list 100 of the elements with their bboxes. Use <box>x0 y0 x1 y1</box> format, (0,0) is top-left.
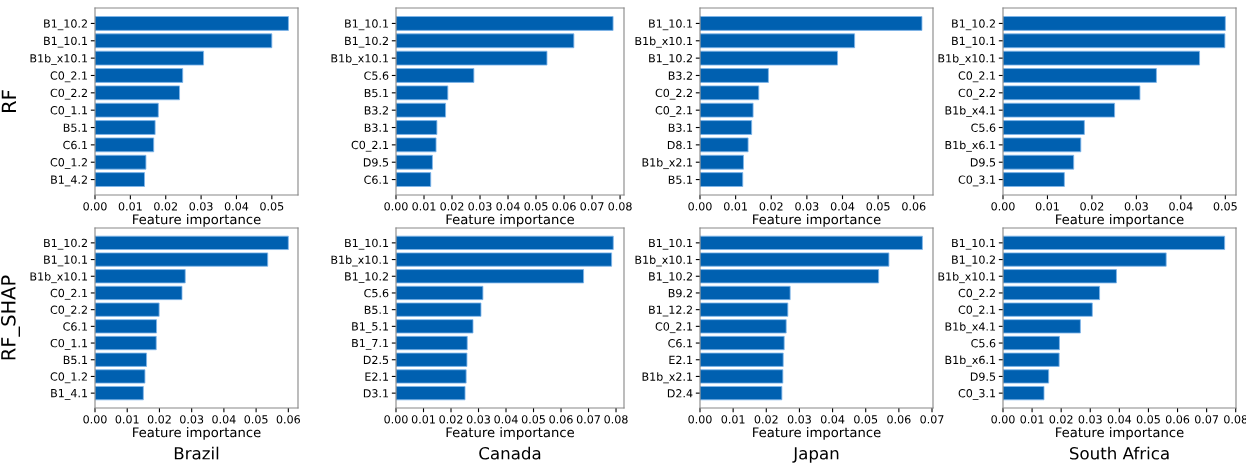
y-tick-label: C0_1.2 <box>50 158 87 169</box>
x-tick-label: 0.04 <box>820 415 845 424</box>
y-tick-label: C5.6 <box>971 339 996 348</box>
x-axis-title: Feature importance <box>133 214 261 227</box>
bar <box>1003 269 1117 284</box>
y-tick-label: C0_2.1 <box>958 71 996 83</box>
y-tick-label: B1_5.1 <box>352 322 389 334</box>
x-tick-label: 0.06 <box>902 202 926 211</box>
y-axis-title: RF <box>1 90 16 112</box>
y-tick-label: D9.5 <box>970 372 996 381</box>
y-tick-label: B1_10.2 <box>44 19 87 31</box>
bar <box>1003 102 1116 118</box>
bar <box>95 235 289 250</box>
x-tick-label: 0.02 <box>439 415 463 424</box>
bar <box>1003 235 1226 250</box>
bar <box>1003 33 1226 49</box>
bar <box>1003 172 1065 187</box>
y-tick-label: B3.1 <box>364 123 389 132</box>
bar <box>700 68 769 83</box>
y-tick-label: B1b_x4.1 <box>945 322 996 334</box>
bar <box>700 235 923 250</box>
bar <box>700 386 783 401</box>
text: Japan <box>792 447 839 463</box>
bar <box>95 319 157 334</box>
bar <box>396 154 433 170</box>
bar <box>700 50 838 66</box>
x-tick-label: 0.01 <box>411 415 435 424</box>
bar <box>700 154 744 170</box>
x-tick-label: 0.02 <box>440 202 464 211</box>
text: Canada <box>479 446 541 460</box>
y-tick-label: C6.1 <box>63 322 88 331</box>
bar <box>396 33 575 49</box>
x-tick-label: 0.02 <box>759 202 783 211</box>
x-tick-label: 0.03 <box>180 415 204 424</box>
x-tick-label: 0.00 <box>991 202 1015 211</box>
y-tick-label: B5.1 <box>63 355 88 365</box>
x-tick-label: 0.03 <box>1124 202 1148 211</box>
bar <box>95 102 159 118</box>
bar <box>95 352 147 367</box>
x-tick-label: 0.03 <box>189 202 213 211</box>
y-tick-label: B1_10.1 <box>345 19 389 31</box>
x-tick-label: 0.02 <box>754 415 778 424</box>
bar <box>396 16 614 31</box>
x-tick-label: 0.03 <box>466 415 490 424</box>
bar <box>1003 319 1081 334</box>
bar <box>396 285 484 301</box>
y-tick-label: C0_2.1 <box>50 71 88 83</box>
y-tick-label: B3.2 <box>668 71 692 80</box>
bar <box>700 33 856 49</box>
y-tick-label: B1_10.1 <box>44 36 88 48</box>
bar <box>396 369 467 384</box>
x-tick-label: 0.04 <box>494 415 518 424</box>
y-tick-label: C0_3.1 <box>958 389 996 400</box>
y-tick-label: E2.1 <box>669 355 693 364</box>
y-tick-label: B5.1 <box>364 88 389 98</box>
x-tick-label: 0.04 <box>212 415 236 424</box>
x-tick-label: 0.04 <box>1107 415 1132 424</box>
x-tick-label: 0.06 <box>1165 415 1190 424</box>
x-tick-label: 0.05 <box>244 415 268 424</box>
x-tick-label: 0.05 <box>1213 202 1237 211</box>
x-tick-label: 0.02 <box>1080 202 1104 211</box>
x-tick-label: 0.07 <box>580 202 604 211</box>
bar <box>396 85 449 101</box>
x-tick-label: 0.01 <box>412 202 436 211</box>
bar <box>95 172 145 187</box>
y-tick-label: B1_4.1 <box>51 389 88 400</box>
y-tick-label: B1b_x10.1 <box>635 255 693 267</box>
y-tick-label: B1_10.2 <box>649 54 692 65</box>
y-tick-label: B3.1 <box>668 123 693 132</box>
y-tick-label: B5.1 <box>63 123 88 132</box>
bar <box>396 252 613 267</box>
bar <box>700 319 787 334</box>
x-tick-label: 0.05 <box>260 202 284 211</box>
bar <box>396 102 446 118</box>
y-tick-label: B1_10.1 <box>952 238 996 250</box>
x-axis-title: Feature importance <box>753 427 881 440</box>
y-tick-label: D9.5 <box>363 158 389 167</box>
y-tick-label: B1_10.1 <box>649 238 693 250</box>
x-axis-title: Feature importance <box>133 427 261 440</box>
y-tick-label: C5.6 <box>971 123 996 132</box>
bar <box>95 16 289 31</box>
bar <box>95 335 157 351</box>
y-tick-label: D3.1 <box>363 389 389 398</box>
y-tick-label: B1b_x10.1 <box>635 36 693 48</box>
x-tick-label: 0.03 <box>795 202 819 211</box>
x-tick-label: 0.08 <box>608 202 632 211</box>
bar <box>1003 285 1100 301</box>
y-tick-label: C0_1.2 <box>50 372 87 384</box>
x-tick-label: 0.01 <box>115 415 139 424</box>
x-tick-label: 0.02 <box>147 415 171 424</box>
bar <box>1003 16 1226 31</box>
bar <box>1003 386 1045 401</box>
x-tick-label: 0.02 <box>1049 415 1073 424</box>
y-tick-label: C5.6 <box>364 288 389 298</box>
y-tick-label: D8.1 <box>667 140 693 150</box>
bar <box>95 369 146 384</box>
y-tick-label: B1b_x2.1 <box>642 372 693 384</box>
x-axis-title: Feature importance <box>753 214 881 227</box>
y-tick-label: B1b_x2.1 <box>642 157 693 170</box>
y-tick-label: B1_10.2 <box>952 255 995 267</box>
